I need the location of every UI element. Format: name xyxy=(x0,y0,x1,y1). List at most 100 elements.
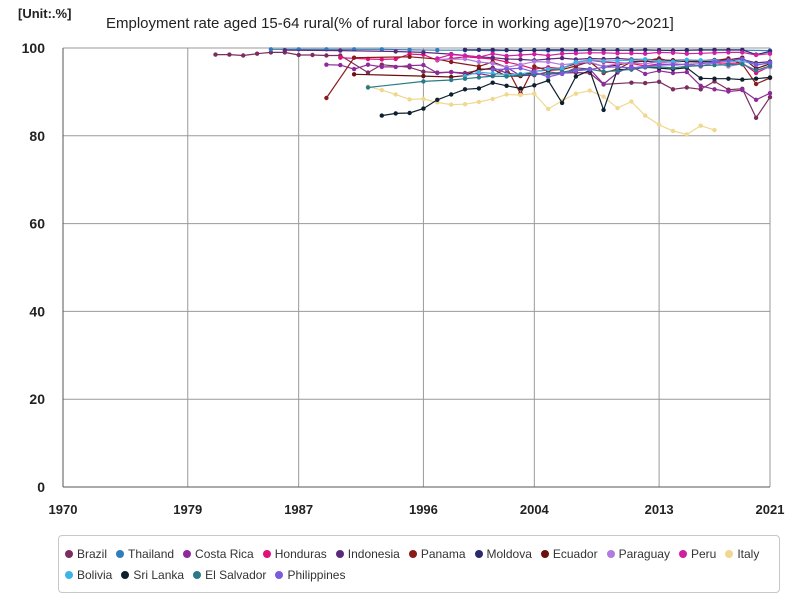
data-point-brazil xyxy=(213,52,218,57)
data-point-peru xyxy=(559,51,565,56)
data-point-paraguay xyxy=(615,61,620,66)
data-point-brazil xyxy=(227,52,232,57)
data-point-thailand xyxy=(407,47,412,52)
data-point-italy xyxy=(449,102,454,107)
legend-item-philippines: Philippines xyxy=(275,564,345,585)
data-point-peru xyxy=(601,50,606,55)
data-point-panama xyxy=(407,54,412,59)
legend-label: Philippines xyxy=(287,567,346,582)
data-point-sri-lanka xyxy=(532,83,537,88)
data-point-costa-rica xyxy=(698,83,703,89)
legend-swatch xyxy=(65,570,73,579)
data-point-sri-lanka xyxy=(379,113,384,118)
data-point-sri-lanka xyxy=(435,97,440,103)
data-point-italy xyxy=(532,91,537,96)
data-point-costa-rica xyxy=(684,69,689,75)
data-point-sri-lanka xyxy=(753,76,759,81)
y-tick-label: 80 xyxy=(29,128,45,144)
data-point-bolivia xyxy=(643,57,648,62)
x-tick-label: 1996 xyxy=(409,502,438,517)
x-tick-label: 1970 xyxy=(49,502,78,517)
data-point-paraguay xyxy=(490,61,495,66)
data-point-el-salvador xyxy=(615,68,620,74)
data-point-brazil xyxy=(365,70,371,75)
data-point-sri-lanka xyxy=(504,83,509,89)
data-point-el-salvador xyxy=(490,73,495,79)
legend-label: Brazil xyxy=(77,546,108,561)
legend-item-panama: Panama xyxy=(408,543,466,564)
data-point-philippines xyxy=(615,64,620,70)
data-point-bolivia xyxy=(656,59,662,64)
data-point-brazil xyxy=(254,51,260,56)
data-point-panama xyxy=(351,55,357,60)
series-line-paraguay xyxy=(437,58,771,72)
legend-label: Sri Lanka xyxy=(133,567,185,582)
data-point-peru xyxy=(532,51,537,57)
data-point-peru xyxy=(504,53,509,59)
data-point-brazil xyxy=(643,80,648,86)
data-point-moldova xyxy=(490,47,495,52)
legend-label: Costa Rica xyxy=(195,546,254,561)
data-point-italy xyxy=(587,88,592,93)
data-point-moldova xyxy=(643,47,648,52)
legend-swatch xyxy=(262,549,271,558)
data-point-indonesia xyxy=(421,50,426,55)
data-point-panama xyxy=(532,64,537,69)
data-point-indonesia xyxy=(490,55,495,60)
data-point-italy xyxy=(379,87,384,93)
data-point-italy xyxy=(601,94,606,99)
unit-label: [Unit:.%] xyxy=(18,6,72,21)
data-point-peru xyxy=(490,51,495,56)
data-point-moldova xyxy=(684,48,689,53)
legend-label: Moldova xyxy=(486,546,532,561)
data-point-italy xyxy=(476,99,482,105)
data-point-bolivia xyxy=(601,59,606,64)
data-point-thailand xyxy=(435,48,440,53)
data-point-moldova xyxy=(559,47,565,52)
legend-label: Honduras xyxy=(274,546,327,561)
data-point-moldova xyxy=(629,48,634,53)
data-point-peru xyxy=(546,53,551,58)
data-point-peru xyxy=(643,51,648,56)
data-point-brazil xyxy=(684,85,689,90)
data-point-honduras xyxy=(379,57,384,62)
data-point-moldova xyxy=(546,47,551,52)
data-point-peru xyxy=(670,50,676,55)
legend-label: El Salvador xyxy=(205,567,267,582)
data-point-sri-lanka xyxy=(740,77,745,82)
legend-swatch xyxy=(725,549,734,558)
data-point-moldova xyxy=(518,48,523,53)
data-point-moldova xyxy=(532,48,537,53)
legend-swatch xyxy=(183,549,192,558)
data-point-indonesia xyxy=(504,56,509,62)
data-point-brazil xyxy=(421,69,426,74)
data-point-peru xyxy=(740,50,745,55)
data-point-brazil xyxy=(698,87,703,92)
data-point-philippines xyxy=(504,66,509,72)
data-point-italy xyxy=(656,122,662,128)
x-tick-label: 2013 xyxy=(645,502,674,517)
data-point-moldova xyxy=(573,48,579,53)
data-point-philippines xyxy=(546,74,551,80)
data-point-philippines xyxy=(587,67,592,72)
data-point-sri-lanka xyxy=(573,74,579,79)
data-point-indonesia xyxy=(338,48,343,53)
data-point-italy xyxy=(643,113,648,118)
data-point-costa-rica xyxy=(393,64,398,70)
data-point-ecuador xyxy=(421,73,426,79)
data-point-peru xyxy=(615,51,620,56)
data-point-italy xyxy=(462,102,468,107)
legend-swatch xyxy=(275,570,284,579)
data-point-sri-lanka xyxy=(421,106,426,111)
legend-swatch xyxy=(116,549,125,558)
data-point-sri-lanka xyxy=(462,87,468,92)
y-tick-label: 0 xyxy=(37,479,45,495)
data-point-italy xyxy=(546,106,551,112)
data-point-sri-lanka xyxy=(698,76,703,81)
legend-item-moldova: Moldova xyxy=(474,543,532,564)
data-point-bolivia xyxy=(629,58,634,63)
data-point-panama xyxy=(753,81,759,87)
data-point-thailand xyxy=(268,47,274,52)
data-point-brazil xyxy=(310,52,315,58)
legend-label: Peru xyxy=(690,546,717,561)
